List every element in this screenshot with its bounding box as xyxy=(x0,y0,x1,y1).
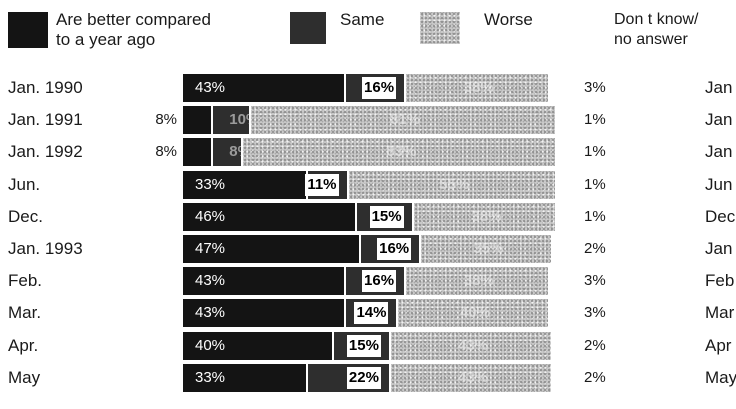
bar-label-dk: 1% xyxy=(584,207,606,225)
bar-worse xyxy=(413,202,556,231)
bar-label-worse: 38% xyxy=(463,272,494,290)
bar-worse xyxy=(406,267,548,296)
bar-better xyxy=(183,267,344,296)
row-label-right: Jan xyxy=(705,78,733,97)
row-label: Dec. xyxy=(8,206,43,226)
bar-better xyxy=(183,138,212,167)
row-label-right: May xyxy=(705,367,736,387)
bar-better xyxy=(183,170,306,199)
bar-label-same: 16% xyxy=(377,238,412,260)
bar-label-better: 43% xyxy=(195,304,226,322)
legend-label-worse: Worse xyxy=(484,10,533,29)
bar-label-worse: 83% xyxy=(386,143,417,161)
row-label: Mar. xyxy=(8,303,42,323)
row-label: Jan. 1991 xyxy=(8,110,83,130)
legend-swatch-worse xyxy=(420,12,460,44)
bar-label-same: 22% xyxy=(346,366,381,389)
row-label: Apr. xyxy=(8,335,39,355)
bar-worse xyxy=(390,331,552,360)
row-label-right: Jan xyxy=(705,239,733,258)
bar-label-dk: 3% xyxy=(584,79,606,96)
bar-label-worse: 55% xyxy=(439,175,470,193)
row-label-right: Dec xyxy=(705,206,736,226)
bar-label-better: 8% xyxy=(155,111,177,129)
row-label: Jun. xyxy=(8,174,41,194)
bar-worse xyxy=(421,235,552,263)
legend-swatch-better xyxy=(8,12,48,48)
bar-label-dk: 1% xyxy=(584,175,606,193)
bar-label-worse: 43% xyxy=(458,336,489,354)
row-label-right: Jan xyxy=(705,110,733,130)
bar-label-better: 8% xyxy=(155,143,177,161)
bar-label-better: 33% xyxy=(195,175,226,193)
bar-label-same: 16% xyxy=(362,77,397,99)
row-label-right: Feb xyxy=(705,271,735,291)
bar-label-dk: 2% xyxy=(584,240,606,257)
legend-label-better-line2: to a year ago xyxy=(56,30,156,49)
bar-better xyxy=(183,202,355,231)
legend-swatch-same xyxy=(290,12,326,44)
row-label-right: Mar xyxy=(705,303,735,323)
bar-label-dk: 2% xyxy=(584,336,606,354)
row-label: Jan. 1990 xyxy=(8,78,83,97)
bar-label-better: 43% xyxy=(195,272,226,290)
bar-better xyxy=(183,74,344,102)
row-label-right: Jun xyxy=(705,174,733,194)
bar-label-better: 47% xyxy=(195,240,226,257)
legend-label-dk-line2: no answer xyxy=(614,31,688,48)
bar-worse xyxy=(349,170,556,199)
bar-worse xyxy=(251,106,556,135)
row-label: Jan. 1993 xyxy=(8,239,83,258)
bar-label-same: 11% xyxy=(305,173,339,196)
legend-label-same: Same xyxy=(340,10,385,29)
bar-label-same: 16% xyxy=(362,270,397,293)
bar-better xyxy=(183,235,359,263)
row-label-right: Jan xyxy=(705,142,733,162)
bar-worse xyxy=(243,138,556,167)
bar-better xyxy=(183,331,333,360)
bar-same xyxy=(213,138,242,167)
bar-label-better: 40% xyxy=(195,336,226,354)
bar-label-dk: 3% xyxy=(584,304,606,322)
row-label: May xyxy=(8,367,41,387)
bar-better xyxy=(183,299,344,328)
row-label: Jan. 1992 xyxy=(8,142,83,162)
bar-label-better: 33% xyxy=(195,368,226,386)
row-label-right: Apr xyxy=(705,335,732,355)
bar-label-dk: 2% xyxy=(584,368,606,386)
legend-label-better-line1: Are better compared xyxy=(56,10,211,29)
bar-better xyxy=(183,106,212,135)
bar-label-worse: 40% xyxy=(460,304,491,322)
bar-label-dk: 1% xyxy=(584,111,606,129)
row-label: Feb. xyxy=(8,271,43,291)
bar-label-worse: 38% xyxy=(471,207,502,225)
bar-same xyxy=(213,106,250,135)
bar-worse xyxy=(406,74,548,102)
bar-label-dk: 3% xyxy=(584,272,606,290)
bar-label-worse: 81% xyxy=(390,111,421,129)
bar-label-worse: 35% xyxy=(473,240,504,257)
bar-label-dk: 1% xyxy=(584,143,606,161)
bar-worse xyxy=(390,363,552,392)
bar-label-worse: 43% xyxy=(458,368,489,386)
bar-label-same: 14% xyxy=(354,302,389,325)
bar-label-better: 46% xyxy=(195,207,226,225)
bar-worse xyxy=(398,299,548,328)
bar-label-worse: 38% xyxy=(463,79,494,96)
legend-label-dk-line1: Don t know/ xyxy=(614,11,699,28)
bar-label-same: 15% xyxy=(369,205,404,228)
bar-label-better: 43% xyxy=(195,79,226,96)
bar-label-same: 15% xyxy=(346,334,381,357)
bar-better xyxy=(183,363,306,392)
